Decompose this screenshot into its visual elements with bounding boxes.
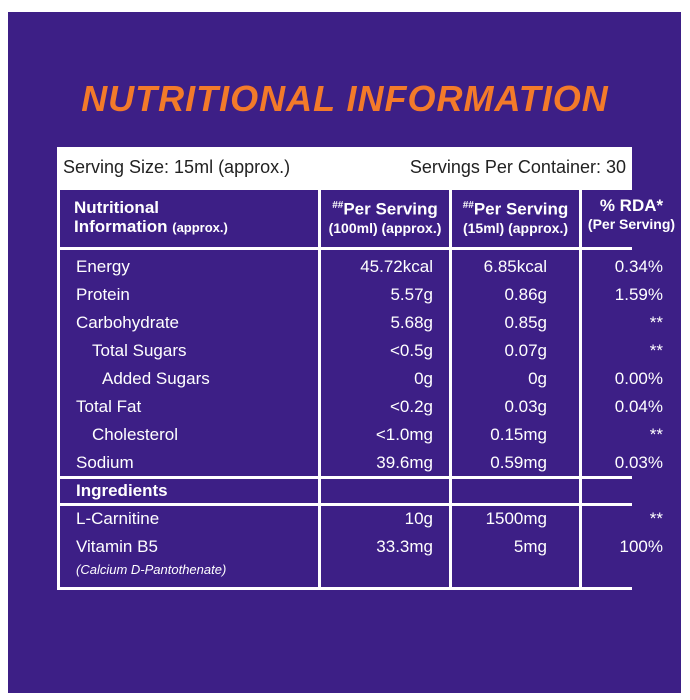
value-per100: 5.68g bbox=[390, 313, 433, 332]
value-per100: <1.0mg bbox=[375, 425, 433, 444]
value-per15: 0g bbox=[528, 369, 547, 388]
nutrients-col-per15: 6.85kcal 0.86g 0.85g 0.07g 0g 0.03g 0.15… bbox=[452, 250, 579, 476]
value-per100: 10g bbox=[404, 509, 433, 528]
value-rda: 1.59% bbox=[614, 285, 663, 304]
nutrition-table: Serving Size: 15ml (approx.) Servings Pe… bbox=[57, 147, 681, 590]
header-nutritional-info: Nutritional Information (approx.) bbox=[60, 190, 318, 247]
nutrients-col-rda: 0.34% 1.59% ** ** 0.00% 0.04% ** 0.03% bbox=[582, 250, 681, 476]
ingredients-col-rda: ** 100% bbox=[582, 506, 681, 587]
nutrient-name: Carbohydrate bbox=[76, 313, 180, 332]
value-per15: 0.86g bbox=[504, 285, 547, 304]
header-col0-line1: Nutritional bbox=[74, 198, 159, 217]
header-col2-sup: ## bbox=[462, 200, 474, 211]
value-per100: 5.57g bbox=[390, 285, 433, 304]
header-col0-line2: Information (approx.) bbox=[74, 217, 318, 237]
header-col1-line2: (100ml) (approx.) bbox=[328, 219, 442, 236]
value-per100: 39.6mg bbox=[376, 453, 433, 472]
nutrient-name: Total Sugars bbox=[92, 341, 187, 360]
header-col0-small: (approx.) bbox=[172, 220, 228, 235]
value-per100: 45.72kcal bbox=[360, 257, 433, 276]
value-per15: 5mg bbox=[513, 537, 547, 556]
ingredient-name: L-Carnitine bbox=[76, 509, 160, 528]
value-rda: 0.34% bbox=[614, 257, 663, 276]
ingredients-label: Ingredients bbox=[76, 481, 168, 500]
header-col3-line2: (Per Serving) bbox=[587, 216, 676, 232]
nutrient-name: Protein bbox=[76, 285, 130, 304]
serving-info-bar: Serving Size: 15ml (approx.) Servings Pe… bbox=[57, 147, 632, 187]
nutrient-name: Energy bbox=[76, 257, 130, 276]
value-rda: ** bbox=[649, 341, 663, 360]
ingredients-col-per15: 1500mg 5mg bbox=[452, 506, 579, 587]
servings-per-container: Servings Per Container: 30 bbox=[409, 157, 626, 177]
nutrient-name: Added Sugars bbox=[102, 369, 210, 388]
value-rda: 100% bbox=[619, 537, 663, 556]
header-col2-line1: ##Per Serving bbox=[452, 196, 579, 219]
ingredient-note: (Calcium D-Pantothenate) bbox=[76, 562, 227, 577]
value-per15: 0.15mg bbox=[490, 425, 547, 444]
value-rda: ** bbox=[649, 313, 663, 332]
value-per100: <0.2g bbox=[389, 397, 433, 416]
nutrient-name: Total Fat bbox=[76, 397, 142, 416]
nutrients-col-name: Energy Protein Carbohydrate Total Sugars… bbox=[60, 250, 318, 476]
header-col1-line1: ##Per Serving bbox=[321, 196, 449, 219]
header-col1-line1-text: Per Serving bbox=[343, 199, 438, 219]
value-per100: <0.5g bbox=[389, 341, 433, 360]
header-rda: % RDA* (Per Serving) bbox=[582, 190, 681, 247]
value-per15: 6.85kcal bbox=[483, 257, 547, 276]
value-rda: 0.00% bbox=[614, 369, 663, 388]
ingredients-header: Ingredients bbox=[60, 479, 318, 503]
value-per15: 0.85g bbox=[504, 313, 547, 332]
value-per100: 0g bbox=[414, 369, 433, 388]
ingredients-col-name: L-Carnitine Vitamin B5 (Calcium D-Pantot… bbox=[60, 506, 318, 587]
value-per15: 1500mg bbox=[485, 509, 547, 528]
value-rda: ** bbox=[649, 509, 663, 528]
nutrient-name: Sodium bbox=[76, 453, 134, 472]
value-rda: 0.03% bbox=[614, 453, 663, 472]
ingredients-header-cell bbox=[321, 479, 449, 503]
page-title: NUTRITIONAL INFORMATION bbox=[81, 78, 609, 119]
header-col2-line1-text: Per Serving bbox=[473, 199, 569, 219]
value-per15: 0.03g bbox=[504, 397, 547, 416]
nutrients-col-per100: 45.72kcal 5.57g 5.68g <0.5g 0g <0.2g <1.… bbox=[321, 250, 449, 476]
serving-size: Serving Size: 15ml (approx.) bbox=[63, 157, 291, 177]
header-col1-sup: ## bbox=[332, 200, 344, 211]
header-per-100ml: ##Per Serving (100ml) (approx.) bbox=[321, 190, 449, 247]
value-per15: 0.07g bbox=[504, 341, 547, 360]
value-rda: ** bbox=[649, 425, 663, 444]
header-col2-line2: (15ml) (approx.) bbox=[462, 219, 568, 236]
ingredients-col-per100: 10g 33.3mg bbox=[321, 506, 449, 587]
value-per100: 33.3mg bbox=[376, 537, 433, 556]
ingredients-header-cell bbox=[582, 479, 681, 503]
value-rda: 0.04% bbox=[614, 397, 663, 416]
header-col3-line1: % RDA* bbox=[599, 196, 664, 215]
ingredient-name: Vitamin B5 bbox=[76, 537, 158, 556]
header-col0-line2-text: Information bbox=[74, 217, 168, 236]
nutrient-name: Cholesterol bbox=[92, 425, 178, 444]
header-per-15ml: ##Per Serving (15ml) (approx.) bbox=[452, 190, 579, 247]
value-per15: 0.59mg bbox=[490, 453, 547, 472]
ingredients-header-cell bbox=[452, 479, 579, 503]
